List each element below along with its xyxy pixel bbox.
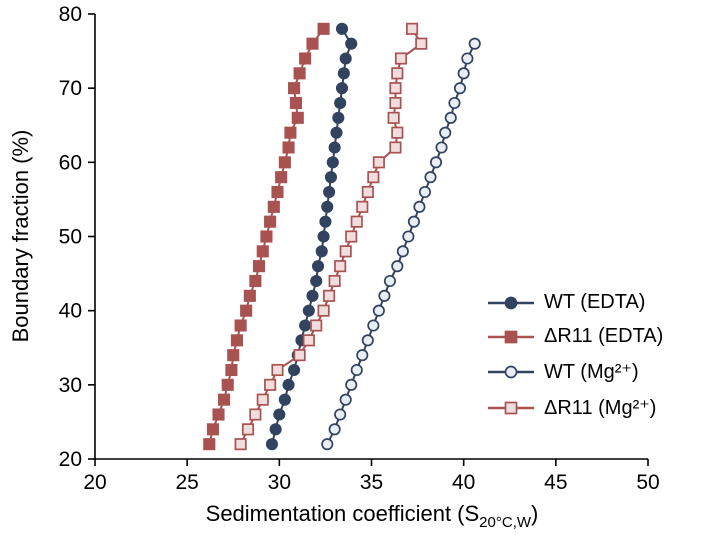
legend-entry-wt-edta: WT (EDTA) xyxy=(487,291,663,314)
legend-entry-dr11-mg: ΔR11 (Mg²⁺) xyxy=(487,395,663,420)
legend-label-dr11-edta: ΔR11 (EDTA) xyxy=(544,325,664,347)
x-axis-title-subscript: 20°C,W xyxy=(479,514,532,531)
legend-marker-dr11-mg-icon xyxy=(488,401,534,414)
legend-label-wt-mg: WT (Mg²⁺) xyxy=(544,361,639,383)
svg-text:50: 50 xyxy=(59,226,82,249)
legend-marker-dr11-edta-icon xyxy=(488,330,534,343)
svg-text:70: 70 xyxy=(59,77,82,100)
svg-text:30: 30 xyxy=(268,471,291,494)
svg-text:35: 35 xyxy=(360,471,383,494)
x-axis-title: Sedimentation coefficient (S20°C,W) xyxy=(206,501,539,531)
svg-text:20: 20 xyxy=(83,471,106,494)
legend-entry-wt-mg: WT (Mg²⁺) xyxy=(487,359,663,384)
x-axis-title-prefix: Sedimentation coefficient (S xyxy=(205,501,480,526)
svg-text:40: 40 xyxy=(452,471,475,494)
legend: WT (EDTA) ΔR11 (EDTA) WT (Mg²⁺) ΔR11 (Mg… xyxy=(487,291,663,420)
legend-entry-dr11-edta: ΔR11 (EDTA) xyxy=(487,325,663,348)
svg-text:40: 40 xyxy=(59,300,82,323)
legend-marker-wt-edta-icon xyxy=(488,296,534,309)
svg-text:60: 60 xyxy=(59,151,82,174)
svg-text:20: 20 xyxy=(59,448,82,471)
legend-marker-wt-mg-icon xyxy=(488,365,534,378)
svg-text:45: 45 xyxy=(544,471,567,494)
svg-text:30: 30 xyxy=(59,374,82,397)
svg-text:25: 25 xyxy=(175,471,198,494)
legend-label-dr11-mg: ΔR11 (Mg²⁺) xyxy=(544,397,657,419)
svg-text:50: 50 xyxy=(636,471,659,494)
y-axis-title: Boundary fraction (%) xyxy=(8,129,33,343)
x-axis-title-suffix: ) xyxy=(531,501,539,526)
svg-text:80: 80 xyxy=(59,3,82,26)
legend-label-wt-edta: WT (EDTA) xyxy=(544,291,646,313)
